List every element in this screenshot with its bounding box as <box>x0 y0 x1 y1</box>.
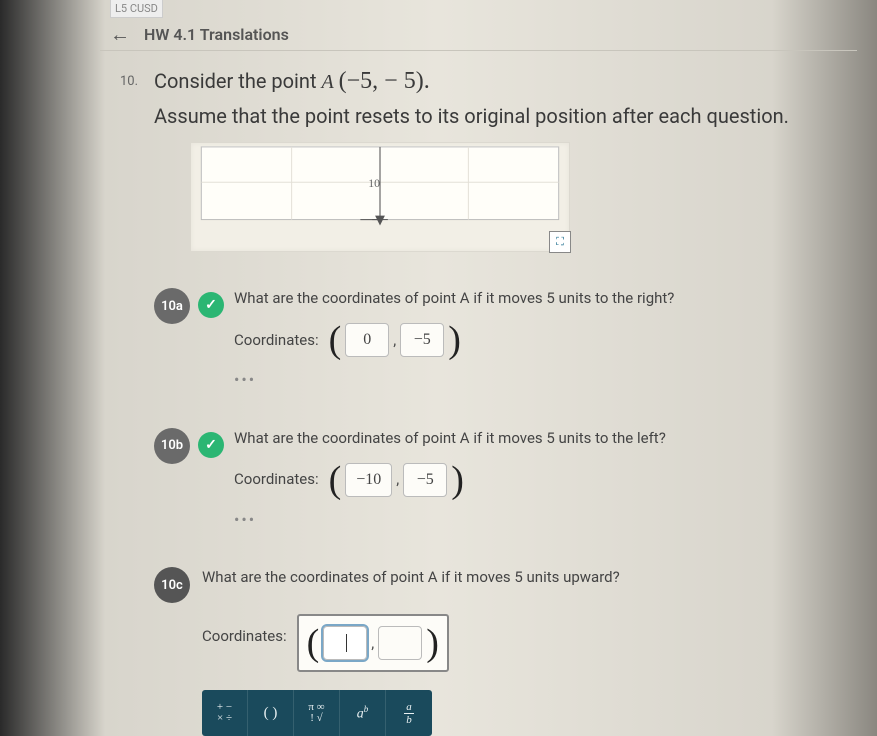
graph-tick-label: 10 <box>368 178 380 191</box>
coord-x-10b[interactable]: −10 <box>345 463 392 497</box>
correct-check-icon: ✓ <box>198 292 224 318</box>
stem-note: Assume that the point resets to its orig… <box>154 104 789 128</box>
paren-close: ) <box>448 321 461 359</box>
tool-fraction[interactable]: a b <box>386 690 432 736</box>
pow-label: ab <box>357 703 369 724</box>
prompt-mid: if it moves <box>470 289 547 307</box>
point-variable: A <box>321 71 333 93</box>
prompt-mid: if it moves <box>470 429 547 447</box>
breadcrumb-fragment: L5 CUSD <box>110 0 163 18</box>
paren-open: ( <box>329 321 342 359</box>
ops-row1: + − <box>217 702 232 713</box>
subpart-10b: 10b ✓ What are the coordinates of point … <box>154 428 857 531</box>
tool-parentheses[interactable]: ( ) <box>248 690 294 736</box>
root-row: ! √ <box>310 713 322 724</box>
stem-prefix: Consider the point <box>154 69 321 93</box>
subpart-prompt-10c: What are the coordinates of point A if i… <box>202 567 857 736</box>
coord-answer-10b: Coordinates: ( −10 , −5 ) <box>234 461 857 499</box>
coord-label: Coordinates: <box>234 469 319 490</box>
prompt-mid: if it moves <box>438 568 515 586</box>
tool-constants[interactable]: π ∞ ! √ <box>294 690 340 736</box>
coord-label: Coordinates: <box>202 626 287 647</box>
back-icon[interactable]: ← <box>110 22 130 47</box>
page-header: ← HW 4.1 Translations <box>110 22 289 47</box>
prompt-post: units to the right? <box>555 289 675 307</box>
paren-close: ) <box>426 624 439 662</box>
prompt-post: units to the left? <box>555 429 666 447</box>
tool-exponent[interactable]: ab <box>340 690 386 736</box>
prompt-n: 5 <box>546 429 554 447</box>
question-stem: Consider the point A (−5, − 5). Assume t… <box>154 62 857 132</box>
point-coordinates: (−5, − 5). <box>339 68 430 94</box>
graph-svg: 10 <box>191 143 569 251</box>
subpart-badge-10c[interactable]: 10c <box>154 567 190 603</box>
coord-x-10a[interactable]: 0 <box>345 323 389 357</box>
coord-comma: , <box>396 469 399 490</box>
prompt-var: A <box>428 568 438 586</box>
correct-check-icon: ✓ <box>198 432 224 458</box>
more-options-icon[interactable]: ••• <box>234 509 857 531</box>
coord-y-10c[interactable] <box>378 626 422 660</box>
subpart-prompt-10b: What are the coordinates of point A if i… <box>234 428 857 531</box>
question-content: 10. Consider the point A (−5, − 5). Assu… <box>120 62 857 736</box>
coord-label: Coordinates: <box>234 330 319 351</box>
coord-y-10b[interactable]: −5 <box>403 463 447 497</box>
math-toolbar: + − × ÷ ( ) π ∞ ! √ ab a b <box>202 690 432 736</box>
prompt-pre: What are the coordinates of point <box>234 429 460 447</box>
prompt-var: A <box>460 289 470 307</box>
coordinate-graph[interactable]: 10 ⛶ <box>190 142 570 252</box>
subpart-prompt-10a: What are the coordinates of point A if i… <box>234 288 857 391</box>
assignment-title: HW 4.1 Translations <box>144 25 289 44</box>
prompt-var: A <box>460 429 470 447</box>
coord-x-10c[interactable] <box>323 626 367 660</box>
coord-y-10a[interactable]: −5 <box>400 323 444 357</box>
subpart-badge-10a[interactable]: 10a <box>154 288 190 324</box>
prompt-post: units upward? <box>523 568 620 586</box>
paren-label: ( ) <box>264 703 278 724</box>
prompt-pre: What are the coordinates of point <box>202 568 428 586</box>
frac-label: a b <box>404 701 414 726</box>
subpart-badge-10b[interactable]: 10b <box>154 428 190 464</box>
pi-row: π ∞ <box>308 702 324 713</box>
paren-open: ( <box>307 624 320 662</box>
subpart-10a: 10a ✓ What are the coordinates of point … <box>154 288 857 391</box>
more-options-icon[interactable]: ••• <box>234 369 857 391</box>
ops-row2: × ÷ <box>217 713 232 724</box>
prompt-n: 5 <box>514 568 522 586</box>
coord-answer-10a: Coordinates: ( 0 , −5 ) <box>234 321 857 359</box>
header-divider <box>100 50 857 51</box>
coord-comma: , <box>393 330 396 351</box>
coord-answer-10c: Coordinates: ( , ) <box>202 600 857 672</box>
subpart-10c: 10c What are the coordinates of point A … <box>154 567 857 736</box>
prompt-pre: What are the coordinates of point <box>234 289 460 307</box>
paren-close: ) <box>451 461 464 499</box>
question-number: 10. <box>120 74 138 89</box>
prompt-n: 5 <box>546 289 554 307</box>
paren-open: ( <box>329 461 342 499</box>
math-input-10c[interactable]: ( , ) <box>297 614 449 672</box>
tool-operators[interactable]: + − × ÷ <box>202 690 248 736</box>
coord-comma: , <box>371 633 374 654</box>
expand-graph-icon[interactable]: ⛶ <box>549 231 571 253</box>
